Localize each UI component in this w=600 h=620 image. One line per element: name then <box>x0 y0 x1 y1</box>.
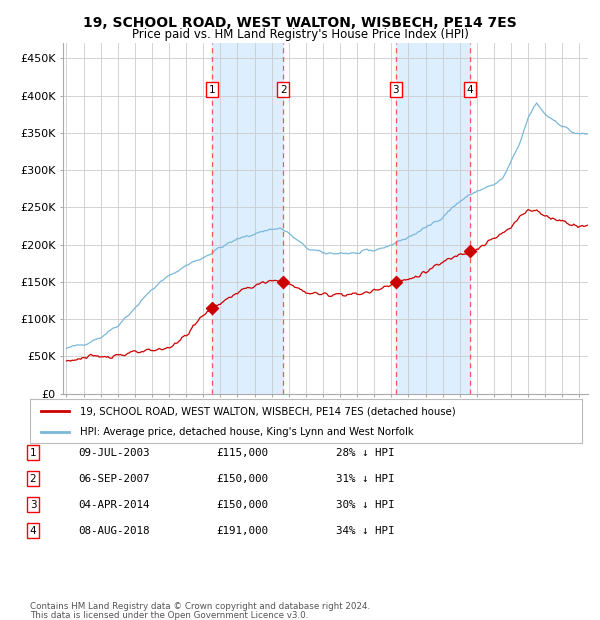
Bar <box>396 43 470 394</box>
Text: Price paid vs. HM Land Registry's House Price Index (HPI): Price paid vs. HM Land Registry's House … <box>131 28 469 41</box>
Text: 04-APR-2014: 04-APR-2014 <box>78 500 149 510</box>
Text: 34% ↓ HPI: 34% ↓ HPI <box>336 526 395 536</box>
Text: Contains HM Land Registry data © Crown copyright and database right 2024.: Contains HM Land Registry data © Crown c… <box>30 602 370 611</box>
Text: 1: 1 <box>29 448 37 458</box>
Text: 19, SCHOOL ROAD, WEST WALTON, WISBECH, PE14 7ES (detached house): 19, SCHOOL ROAD, WEST WALTON, WISBECH, P… <box>80 406 455 416</box>
Text: 3: 3 <box>29 500 37 510</box>
Text: 09-JUL-2003: 09-JUL-2003 <box>78 448 149 458</box>
Text: HPI: Average price, detached house, King's Lynn and West Norfolk: HPI: Average price, detached house, King… <box>80 427 413 437</box>
Text: £150,000: £150,000 <box>216 500 268 510</box>
Text: 30% ↓ HPI: 30% ↓ HPI <box>336 500 395 510</box>
Text: £115,000: £115,000 <box>216 448 268 458</box>
Text: This data is licensed under the Open Government Licence v3.0.: This data is licensed under the Open Gov… <box>30 611 308 619</box>
Text: 4: 4 <box>29 526 37 536</box>
Text: 4: 4 <box>467 84 473 95</box>
Text: £191,000: £191,000 <box>216 526 268 536</box>
Text: 19, SCHOOL ROAD, WEST WALTON, WISBECH, PE14 7ES: 19, SCHOOL ROAD, WEST WALTON, WISBECH, P… <box>83 16 517 30</box>
Text: 1: 1 <box>209 84 215 95</box>
Text: 06-SEP-2007: 06-SEP-2007 <box>78 474 149 484</box>
Text: 08-AUG-2018: 08-AUG-2018 <box>78 526 149 536</box>
Text: 3: 3 <box>392 84 399 95</box>
Text: 31% ↓ HPI: 31% ↓ HPI <box>336 474 395 484</box>
Text: 28% ↓ HPI: 28% ↓ HPI <box>336 448 395 458</box>
Text: 2: 2 <box>29 474 37 484</box>
Text: 2: 2 <box>280 84 287 95</box>
Bar <box>212 43 283 394</box>
Text: £150,000: £150,000 <box>216 474 268 484</box>
